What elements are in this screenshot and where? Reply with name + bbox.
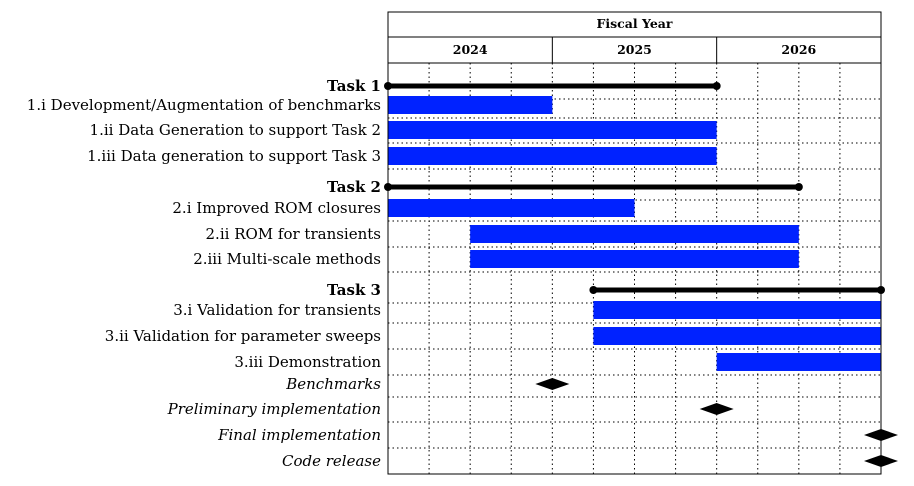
milestone-diamond <box>535 378 570 390</box>
header-title: Fiscal Year <box>597 16 673 31</box>
year-label: 2026 <box>781 42 816 57</box>
summary-label: Task 3 <box>327 281 381 299</box>
task-label: 2.iii Multi-scale methods <box>193 250 381 268</box>
task-bar <box>470 225 799 243</box>
task-bar <box>388 96 553 114</box>
milestone-label: Preliminary implementation <box>167 400 381 418</box>
task-bar <box>388 199 635 217</box>
task-bar <box>593 301 881 319</box>
chart-frame <box>387 62 882 475</box>
task-label: 1.ii Data Generation to support Task 2 <box>90 121 381 139</box>
task-bar <box>716 353 881 371</box>
bar-layer <box>384 82 898 467</box>
task-label: 3.ii Validation for parameter sweeps <box>105 327 381 345</box>
milestone-diamond <box>699 403 734 415</box>
milestone-label: Benchmarks <box>285 375 381 393</box>
summary-cap-start <box>589 286 598 294</box>
header-layer: Fiscal Year 2024 2025 2026 <box>387 11 882 64</box>
task-label: 2.i Improved ROM closures <box>172 199 381 217</box>
summary-label: Task 2 <box>327 178 381 196</box>
task-label: 1.i Development/Augmentation of benchmar… <box>27 96 381 114</box>
milestone-label: Code release <box>282 452 381 470</box>
summary-cap-end <box>712 82 721 90</box>
summary-label: Task 1 <box>327 77 381 95</box>
year-label: 2024 <box>453 42 488 57</box>
summary-cap-end <box>794 183 803 191</box>
task-label: 3.i Validation for transients <box>173 301 381 319</box>
task-bar <box>388 147 717 165</box>
year-label: 2025 <box>617 42 652 57</box>
task-bar <box>593 327 881 345</box>
task-label: 3.iii Demonstration <box>234 353 381 371</box>
task-bar <box>470 250 799 268</box>
task-label: 1.iii Data generation to support Task 3 <box>87 147 381 165</box>
label-layer: Task 11.i Development/Augmentation of be… <box>27 77 382 470</box>
task-label: 2.ii ROM for transients <box>206 225 381 243</box>
milestone-label: Final implementation <box>217 426 381 444</box>
task-bar <box>388 121 717 139</box>
